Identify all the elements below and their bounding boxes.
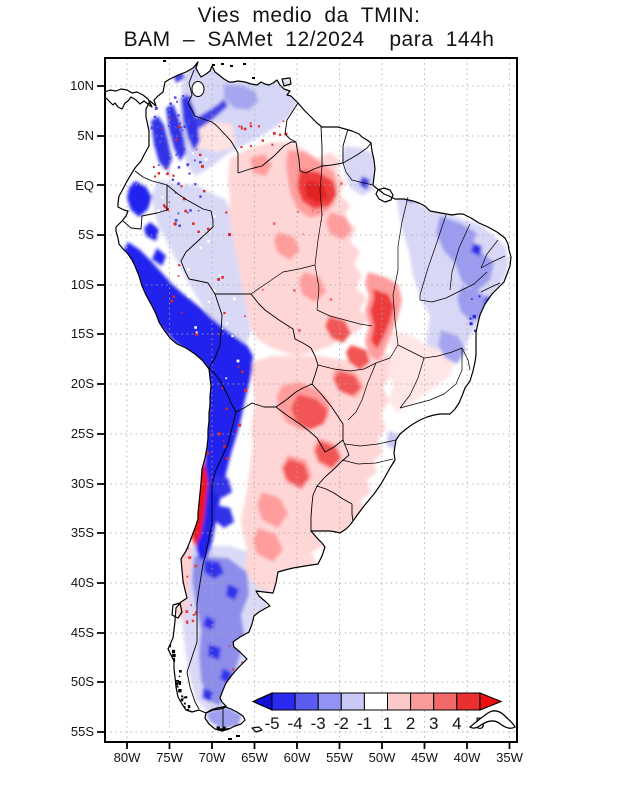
lon-tick-label: 60W [284,750,311,765]
colorbar-tick-label: -1 [357,714,372,733]
lat-tick-label: 5S [78,227,94,242]
lon-tick-label: 35W [496,750,523,765]
lon-tick-label: 55W [326,750,353,765]
colorbar-tick-label: 1 [383,714,392,733]
lat-tick-label: 10S [71,277,94,292]
lat-tick-label: 30S [71,476,94,491]
colorbar-tick-label: 2 [406,714,415,733]
brazil-state-borders [250,162,506,465]
colorbar-labels: -5 -4 -3 -2 -1 1 2 3 4 5 [264,714,484,733]
colorbar-segment [294,692,319,711]
colorbar-tick-label: -3 [311,714,326,733]
lat-tick-label: 45S [71,625,94,640]
island-chiloe [171,602,183,619]
lat-axis-labels: 10N 5N EQ 5S 10S 15S 20S 25S 30S 35S 40S… [70,78,94,739]
coastline-panama [105,88,153,110]
colorbar-segment [317,692,342,711]
coastline-south-america [115,61,512,714]
graticule [105,58,517,742]
lat-tick-label: 25S [71,426,94,441]
lon-axis-labels: 80W 75W 70W 65W 60W 55W 50W 45W 40W 35W [114,750,524,765]
lon-tick-label: 45W [411,750,438,765]
small-islands [163,60,255,740]
plot-frame [104,57,518,743]
colorbar-segment [387,692,412,711]
colorbar-segment [340,692,365,711]
lon-tick-label: 40W [454,750,481,765]
colorbar-segment [271,692,296,711]
plot-title-line1: Vies medio da TMIN: [198,4,421,27]
colorbar-tick-label: 3 [429,714,438,733]
country-borders [122,69,372,731]
lon-ticks [126,742,511,749]
colorbar-tick-label: -4 [288,714,303,733]
colorbar-left-arrow [251,692,273,711]
island-trinidad [281,77,292,87]
plot-title-line2: BAM – SAMet 12/2024 para 144h [124,28,495,51]
lat-tick-label: 50S [71,674,94,689]
lon-tick-label: 75W [156,750,183,765]
lat-ticks [97,85,105,733]
lat-tick-label: 5N [77,128,94,143]
lon-tick-label: 50W [369,750,396,765]
lon-tick-label: 70W [199,750,226,765]
lat-tick-label: 35S [71,525,94,540]
map-outlines [105,60,512,740]
lat-tick-label: 55S [71,724,94,739]
colorbar-right-arrow [479,692,503,711]
lat-tick-label: 20S [71,376,94,391]
island-marajo [375,187,394,203]
island-south-georgia [468,710,516,729]
lat-tick-label: 10N [70,78,94,93]
colorbar-segment [433,692,458,711]
island-estados [251,726,263,733]
lake-maracaibo [191,81,205,97]
colorbar-segment [410,692,435,711]
colorbar: -5 -4 -3 -2 -1 1 2 3 4 5 [251,692,503,733]
colorbar-segment [363,692,388,711]
colorbar-tick-label: -2 [334,714,349,733]
colorbar-segment [456,692,481,711]
colorbar-tick-label: 4 [452,714,461,733]
bias-shading [123,62,509,732]
lat-tick-label: 15S [71,326,94,341]
lat-tick-label: 40S [71,575,94,590]
lat-tick-label: EQ [75,178,94,193]
lon-tick-label: 80W [114,750,141,765]
lon-tick-label: 65W [241,750,268,765]
colorbar-tick-label: -5 [264,714,279,733]
